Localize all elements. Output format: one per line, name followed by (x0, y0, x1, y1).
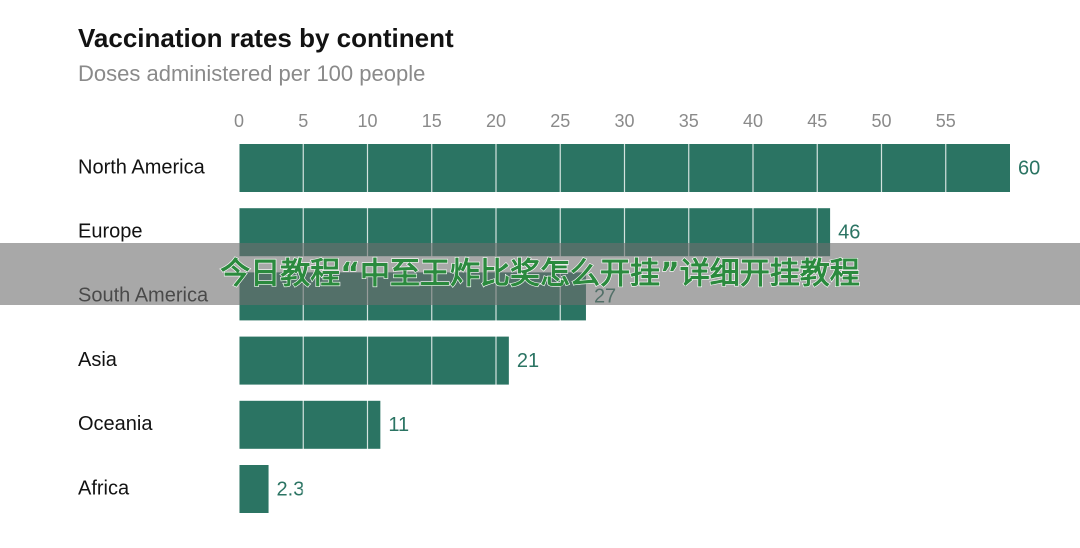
banner-text: 今日教程“中至王炸比奖怎么开挂”详细开挂教程 (220, 257, 859, 292)
x-tick-label: 55 (936, 111, 956, 131)
category-label: North America (78, 156, 206, 178)
banner (0, 243, 1080, 305)
x-tick-label: 25 (550, 111, 570, 131)
x-tick-label: 0 (234, 111, 244, 131)
value-label: 60 (1018, 157, 1040, 179)
x-tick-label: 20 (486, 111, 506, 131)
value-label: 46 (838, 221, 860, 243)
value-label: 21 (517, 350, 539, 372)
x-tick-label: 40 (743, 111, 763, 131)
bar (239, 336, 509, 385)
category-label: Oceania (78, 413, 153, 435)
x-tick-label: 45 (807, 111, 827, 131)
x-tick-label: 50 (871, 111, 891, 131)
value-label: 11 (388, 414, 409, 436)
x-tick-label: 10 (357, 111, 377, 131)
x-tick-label: 5 (298, 111, 308, 131)
x-tick-label: 35 (679, 111, 699, 131)
bar (239, 465, 269, 513)
category-label: Asia (78, 349, 118, 371)
chart-title: Vaccination rates by continent (78, 23, 454, 53)
x-tick-label: 30 (614, 111, 634, 131)
category-label: Europe (78, 220, 143, 242)
value-label: 2.3 (277, 478, 305, 500)
chart-subtitle: Doses administered per 100 people (78, 61, 425, 86)
x-tick-label: 15 (422, 111, 442, 131)
bar (239, 400, 381, 449)
category-label: Africa (78, 477, 130, 499)
